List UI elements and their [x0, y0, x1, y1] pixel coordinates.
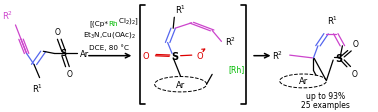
- Text: Ar: Ar: [81, 50, 90, 58]
- Text: S: S: [61, 48, 67, 57]
- Text: R$^2$: R$^2$: [225, 35, 236, 48]
- Text: R$^1$: R$^1$: [327, 15, 338, 27]
- Text: R$^2$: R$^2$: [273, 50, 284, 62]
- Text: Ar: Ar: [299, 77, 308, 86]
- Text: O: O: [143, 51, 149, 60]
- Text: [(Cp*: [(Cp*: [89, 20, 108, 27]
- Text: R$^1$: R$^1$: [32, 82, 43, 95]
- Text: R$^2$: R$^2$: [2, 9, 13, 21]
- Text: O: O: [352, 70, 358, 79]
- Text: up to 93%: up to 93%: [306, 92, 345, 100]
- Text: [Rh]: [Rh]: [228, 65, 244, 74]
- Text: Rh: Rh: [108, 21, 118, 27]
- FancyArrowPatch shape: [202, 50, 205, 52]
- Text: S: S: [172, 51, 179, 61]
- Text: O: O: [67, 69, 72, 78]
- Text: S: S: [335, 54, 342, 64]
- Text: O: O: [54, 28, 60, 37]
- Text: 25 examples: 25 examples: [301, 100, 350, 109]
- Text: R$^1$: R$^1$: [175, 4, 186, 16]
- Text: O: O: [196, 51, 203, 60]
- Text: Et$_3$N,Cu(OAc)$_2$: Et$_3$N,Cu(OAc)$_2$: [83, 29, 136, 39]
- Text: O: O: [352, 40, 358, 49]
- Text: Ar: Ar: [176, 80, 185, 89]
- Text: Cl$_2$)$_2$]: Cl$_2$)$_2$]: [118, 16, 139, 27]
- Text: DCE, 80 °C: DCE, 80 °C: [89, 44, 129, 50]
